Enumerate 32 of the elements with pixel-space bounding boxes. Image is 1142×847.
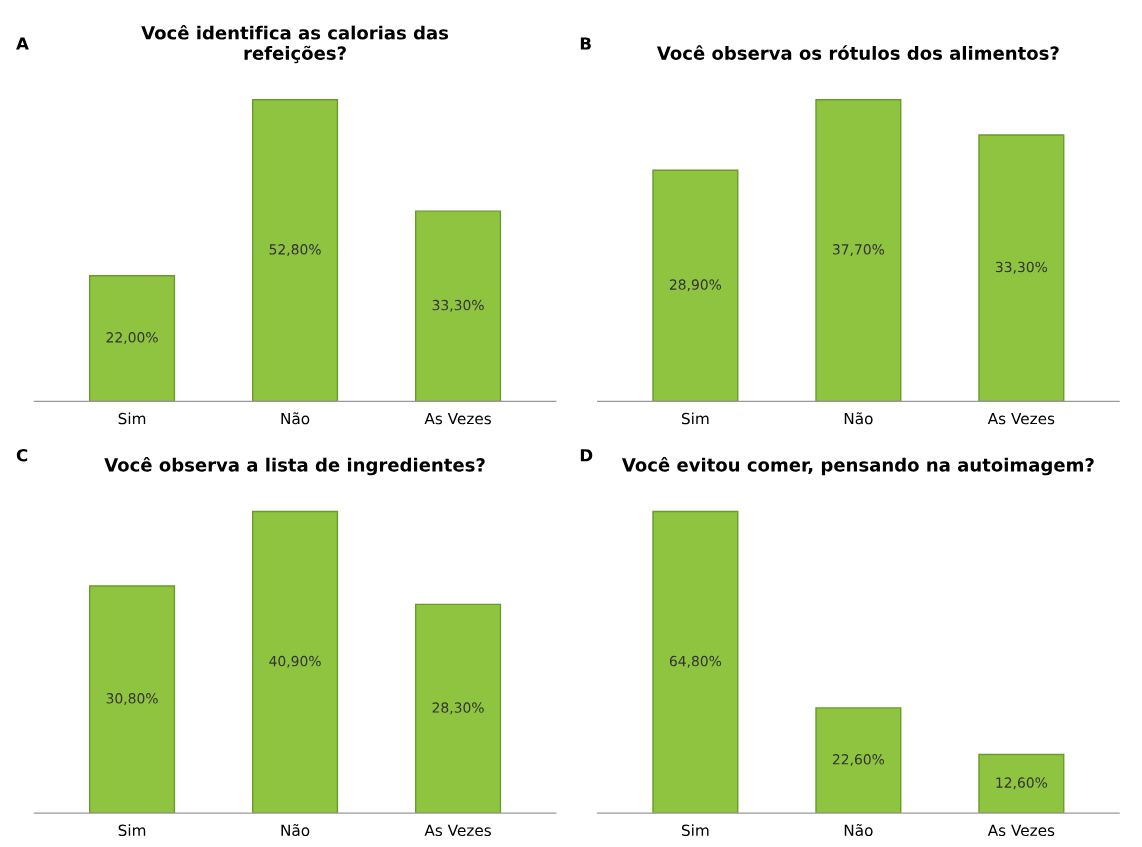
- chart-title: Você evitou comer, pensando na autoimagem?: [621, 456, 1094, 476]
- x-tick-label: Sim: [681, 412, 709, 425]
- x-tick-label: Não: [281, 823, 310, 837]
- text: B: [580, 37, 591, 50]
- x-tick-label: As Vezes: [424, 412, 491, 425]
- data-label: 52,80%: [269, 244, 321, 257]
- x-tick-label: Sim: [118, 824, 146, 837]
- text: A: [16, 37, 29, 50]
- chart-title: Você observa a lista de ingredientes?: [104, 456, 485, 476]
- data-label: 22,00%: [106, 332, 158, 345]
- data-label: 64,80%: [669, 655, 722, 668]
- data-label: 33,30%: [432, 299, 484, 312]
- x-tick-label: As Vezes: [424, 824, 491, 837]
- x-tick-label: As Vezes: [987, 412, 1055, 425]
- data-label: 30,80%: [106, 693, 158, 705]
- data-label: 28,30%: [432, 702, 484, 715]
- x-tick-label: As Vezes: [987, 824, 1055, 837]
- data-label: 28,90%: [669, 279, 722, 292]
- chart-title: Você observa os rótulos dos alimentos?: [656, 45, 1059, 60]
- data-label: 40,90%: [269, 655, 321, 668]
- text: D: [580, 449, 593, 462]
- data-label: 37,70%: [832, 244, 885, 257]
- data-label: 33,30%: [995, 261, 1048, 274]
- x-tick-label: Sim: [118, 412, 146, 425]
- data-label: 12,60%: [996, 777, 1048, 790]
- x-tick-label: Não: [844, 412, 873, 425]
- data-label: 22,60%: [832, 754, 885, 766]
- x-tick-label: Não: [844, 823, 873, 837]
- text: C: [16, 448, 28, 462]
- chart-title: Você identifica as calorias das refeições?: [141, 24, 449, 64]
- x-tick-label: Sim: [681, 824, 709, 837]
- x-tick-label: Não: [281, 412, 310, 425]
